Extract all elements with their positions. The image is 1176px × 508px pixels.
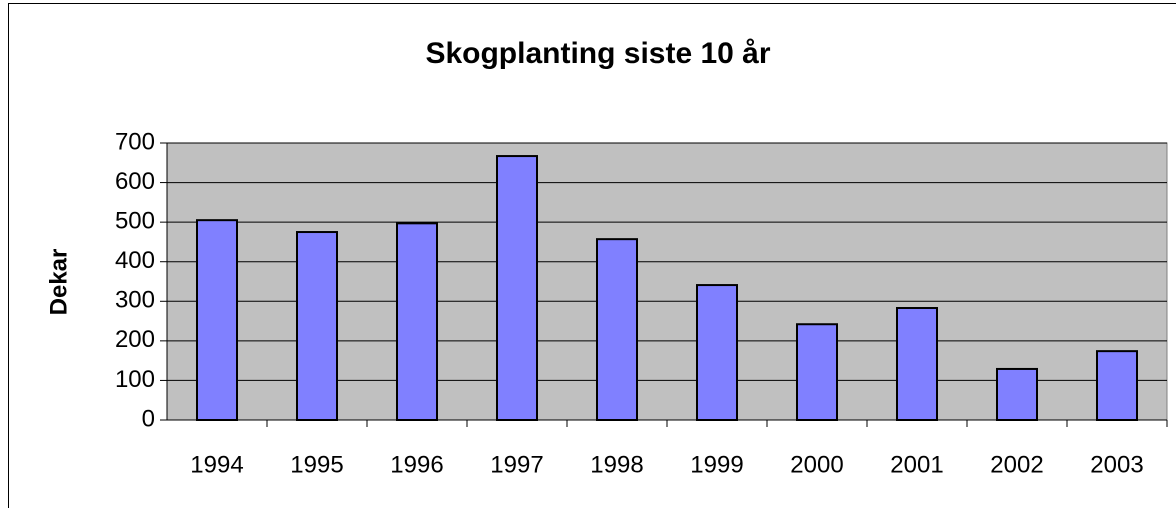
- bar: [196, 219, 238, 421]
- bar: [896, 307, 938, 421]
- bar: [496, 155, 538, 422]
- x-tick-label: 1999: [690, 451, 743, 478]
- x-tick-label: 2003: [1090, 451, 1143, 478]
- bar: [1096, 350, 1138, 422]
- y-tick-label: 700: [115, 128, 155, 155]
- bar: [796, 323, 838, 422]
- x-tick-label: 1995: [290, 451, 343, 478]
- bar: [396, 222, 438, 421]
- x-tick-label: 2000: [790, 451, 843, 478]
- bar: [696, 284, 738, 421]
- x-tick-label: 1994: [190, 451, 243, 478]
- chart-title: Skogplanting siste 10 år: [425, 37, 770, 70]
- x-tick-label: 2002: [990, 451, 1043, 478]
- y-tick-label: 500: [115, 207, 155, 234]
- bar: [996, 367, 1038, 421]
- y-tick-label: 100: [115, 366, 155, 393]
- x-tick-label: 1996: [390, 451, 443, 478]
- x-tick-label: 1997: [490, 451, 543, 478]
- y-tick-label: 200: [115, 326, 155, 353]
- x-tick-label: 2001: [890, 451, 943, 478]
- y-axis-label: Dekar: [45, 249, 72, 316]
- y-tick-label: 300: [115, 287, 155, 314]
- y-tick-label: 600: [115, 168, 155, 195]
- bar: [296, 231, 338, 421]
- x-tick-label: 1998: [590, 451, 643, 478]
- y-tick-label: 0: [142, 405, 155, 432]
- y-tick-label: 400: [115, 247, 155, 274]
- bar: [596, 238, 638, 421]
